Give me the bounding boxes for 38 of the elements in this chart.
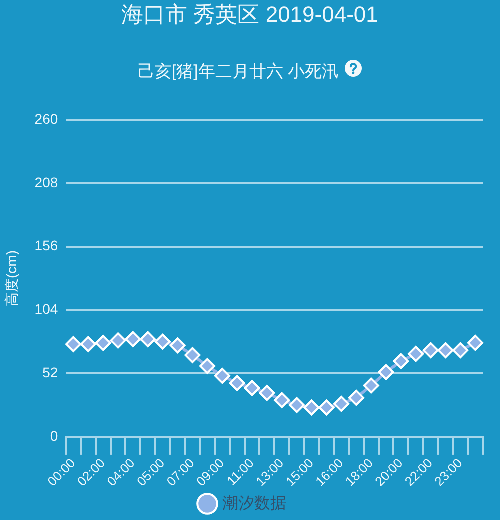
point — [288, 397, 305, 414]
point — [393, 353, 410, 370]
y-tick-label: 104 — [34, 301, 58, 318]
point — [154, 334, 171, 350]
point — [214, 368, 230, 384]
point — [125, 331, 142, 348]
point — [184, 347, 201, 364]
point — [438, 342, 454, 358]
point — [452, 342, 469, 358]
point — [304, 400, 320, 416]
point — [80, 336, 96, 352]
y-tick-label: 156 — [34, 238, 58, 254]
point — [95, 335, 112, 352]
point — [229, 375, 246, 392]
point — [318, 400, 335, 416]
point — [244, 380, 260, 396]
point — [140, 331, 156, 348]
legend-label: 潮汐数据 — [222, 494, 286, 512]
point — [274, 392, 290, 408]
point — [422, 342, 439, 358]
point — [170, 338, 186, 354]
point — [408, 346, 424, 362]
y-tick-label: 208 — [34, 174, 58, 190]
point — [200, 358, 216, 374]
point — [348, 390, 364, 406]
point — [468, 335, 484, 352]
point — [363, 378, 380, 394]
y-tick-label: 0 — [50, 428, 58, 444]
point — [66, 336, 82, 352]
point — [259, 385, 276, 402]
point — [110, 332, 126, 349]
y-tick-label: 52 — [42, 364, 58, 380]
y-axis-title: 高度(cm) — [3, 250, 20, 306]
point — [378, 364, 394, 380]
point — [334, 396, 350, 412]
chart-title: 海口市 秀英区 2019-04-01 — [120, 1, 380, 29]
y-tick-label: 260 — [34, 110, 58, 127]
chart-subtitle: 己亥[猪]年二月廿六 小死汛 — [138, 62, 340, 81]
